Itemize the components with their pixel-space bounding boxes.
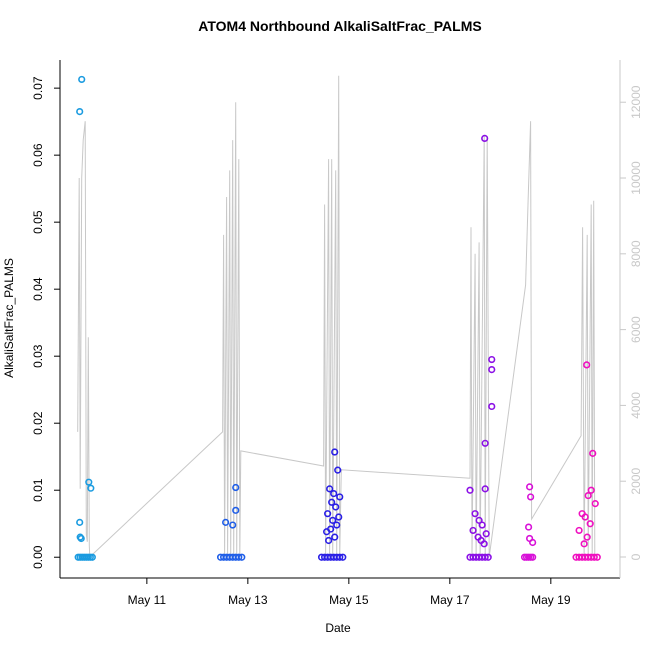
data-point xyxy=(336,493,344,501)
y2-tick-label: 8000 xyxy=(629,240,643,267)
data-point xyxy=(335,513,343,521)
y2-tick-label: 0 xyxy=(629,553,643,560)
y-tick-label: 0.05 xyxy=(31,210,45,234)
data-point xyxy=(469,526,477,535)
x-tick-label: May 11 xyxy=(128,593,167,607)
x-tick-label: May 19 xyxy=(531,593,571,607)
data-point xyxy=(478,521,486,529)
y-tick-label: 0.03 xyxy=(31,344,45,368)
data-point xyxy=(527,493,535,501)
data-point xyxy=(529,538,537,547)
data-point xyxy=(76,107,84,116)
x-axis-label: Date xyxy=(325,621,351,635)
data-point xyxy=(331,448,339,456)
data-point xyxy=(525,523,533,531)
x-tick-label: May 13 xyxy=(228,593,268,607)
data-point xyxy=(88,553,96,561)
data-point xyxy=(526,483,534,491)
chart-title: ATOM4 Northbound AlkaliSaltFrac_PALMS xyxy=(198,18,481,34)
data-point xyxy=(232,483,240,492)
data-point xyxy=(76,518,84,526)
x-tick-label: May 17 xyxy=(430,593,470,607)
data-point xyxy=(332,503,340,511)
data-point xyxy=(77,534,85,543)
data-point xyxy=(334,466,342,474)
data-point xyxy=(589,449,597,457)
y-tick-label: 0.00 xyxy=(31,545,45,569)
data-point xyxy=(481,485,489,493)
data-point xyxy=(488,355,496,364)
data-point xyxy=(584,491,592,500)
y-tick-label: 0.07 xyxy=(31,76,45,100)
data-point xyxy=(488,365,496,374)
data-point xyxy=(591,500,599,508)
data-point xyxy=(583,533,591,541)
data-point xyxy=(229,521,237,529)
data-point xyxy=(529,553,537,561)
y-tick-label: 0.01 xyxy=(31,478,45,502)
data-point xyxy=(593,553,601,561)
data-point xyxy=(333,521,341,529)
data-point xyxy=(78,75,86,84)
data-point xyxy=(581,513,589,521)
data-point xyxy=(328,498,336,506)
data-point xyxy=(325,536,333,545)
y2-tick-label: 4000 xyxy=(629,392,643,419)
data-point xyxy=(85,478,93,486)
data-point xyxy=(488,402,496,411)
data-point xyxy=(339,553,347,561)
data-point xyxy=(586,520,594,528)
data-point xyxy=(587,486,595,494)
y-axis-label: AlkaliSaltFrac_PALMS xyxy=(2,258,16,378)
y-tick-label: 0.04 xyxy=(31,277,45,301)
data-point xyxy=(480,540,488,548)
data-point xyxy=(331,533,339,541)
data-point xyxy=(481,553,489,561)
data-point xyxy=(330,489,338,498)
y2-tick-label: 10000 xyxy=(629,161,643,195)
data-point xyxy=(484,553,492,561)
data-point xyxy=(575,526,583,535)
data-point xyxy=(235,553,243,561)
y-tick-label: 0.06 xyxy=(31,143,45,167)
data-point xyxy=(481,439,489,447)
data-point xyxy=(222,518,230,526)
y2-tick-label: 12000 xyxy=(629,85,643,119)
x-tick-label: May 15 xyxy=(329,593,369,607)
data-point xyxy=(87,484,95,492)
data-point xyxy=(471,510,479,518)
data-point xyxy=(336,553,344,561)
data-point xyxy=(326,485,334,493)
data-point xyxy=(324,510,332,518)
data-point xyxy=(323,528,331,536)
y-tick-label: 0.02 xyxy=(31,411,45,435)
data-point xyxy=(466,486,474,494)
altitude-line xyxy=(77,75,596,559)
y2-tick-label: 6000 xyxy=(629,316,643,343)
data-point xyxy=(482,530,490,538)
data-point xyxy=(583,361,591,369)
data-point xyxy=(580,540,588,548)
data-point xyxy=(481,134,489,143)
data-point xyxy=(590,553,598,561)
data-point xyxy=(238,553,246,561)
data-point xyxy=(232,506,240,514)
data-point xyxy=(329,516,337,524)
y2-tick-label: 2000 xyxy=(629,468,643,495)
